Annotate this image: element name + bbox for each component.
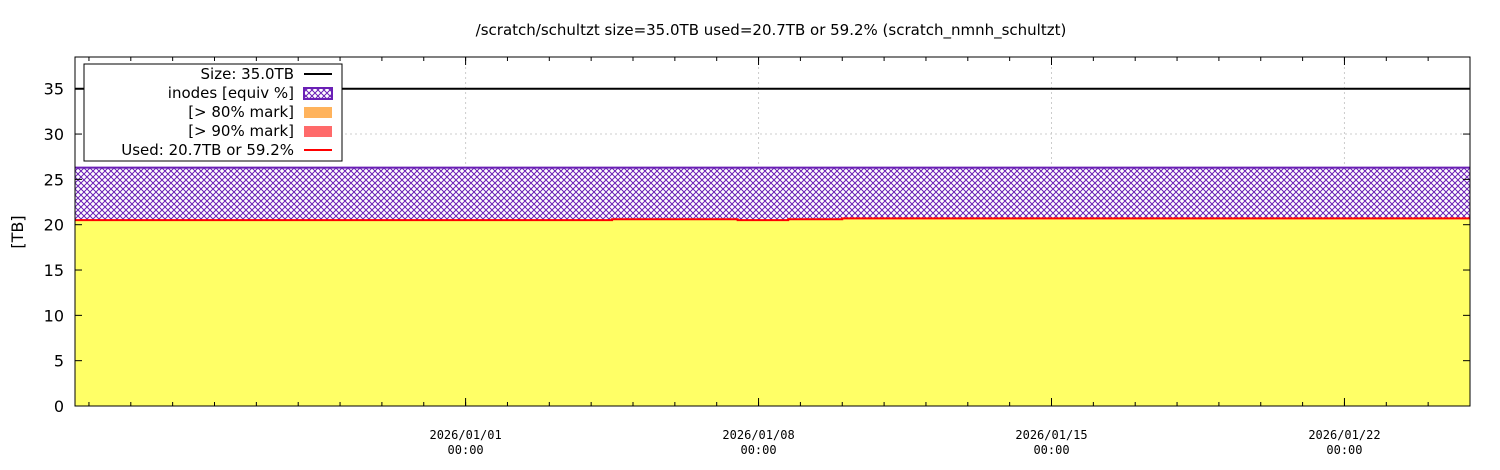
y-tick-label: 15 [44, 261, 64, 280]
x-tick-time-label: 00:00 [1033, 443, 1069, 457]
chart-title: /scratch/schultzt size=35.0TB used=20.7T… [476, 21, 1067, 40]
x-tick-time-label: 00:00 [1326, 443, 1362, 457]
x-tick-date-label: 2026/01/01 [429, 428, 501, 442]
y-tick-label: 0 [54, 397, 64, 416]
legend-box [83, 63, 343, 162]
legend-label: [> 90% mark] [188, 122, 294, 140]
legend-label: Used: 20.7TB or 59.2% [121, 141, 294, 159]
plot-border [74, 56, 1471, 407]
y-axis-label: [TB] [8, 215, 27, 248]
legend-label: [> 80% mark] [188, 103, 294, 121]
used-area [75, 218, 1470, 406]
y-tick-label: 20 [44, 216, 64, 235]
y-tick-label: 10 [44, 306, 64, 325]
legend-label: inodes [equiv %] [168, 84, 294, 102]
legend-swatch-hatch [303, 87, 333, 100]
x-tick-time-label: 00:00 [448, 443, 484, 457]
legend-label: Size: 35.0TB [201, 65, 294, 83]
x-tick-date-label: 2026/01/22 [1308, 428, 1380, 442]
x-tick-date-label: 2026/01/08 [722, 428, 794, 442]
y-tick-label: 30 [44, 125, 64, 144]
plot-area: 051015202530352026/01/0100:002026/01/080… [44, 56, 1471, 457]
used-line [75, 217, 1470, 222]
y-tick-label: 35 [44, 80, 64, 99]
x-tick-time-label: 00:00 [740, 443, 776, 457]
y-tick-label: 5 [54, 352, 64, 371]
y-tick-label: 25 [44, 170, 64, 189]
x-tick-date-label: 2026/01/15 [1015, 428, 1087, 442]
inodes-area [75, 167, 1470, 221]
legend-swatch-fill [304, 126, 332, 137]
legend-swatch-fill [304, 107, 332, 118]
